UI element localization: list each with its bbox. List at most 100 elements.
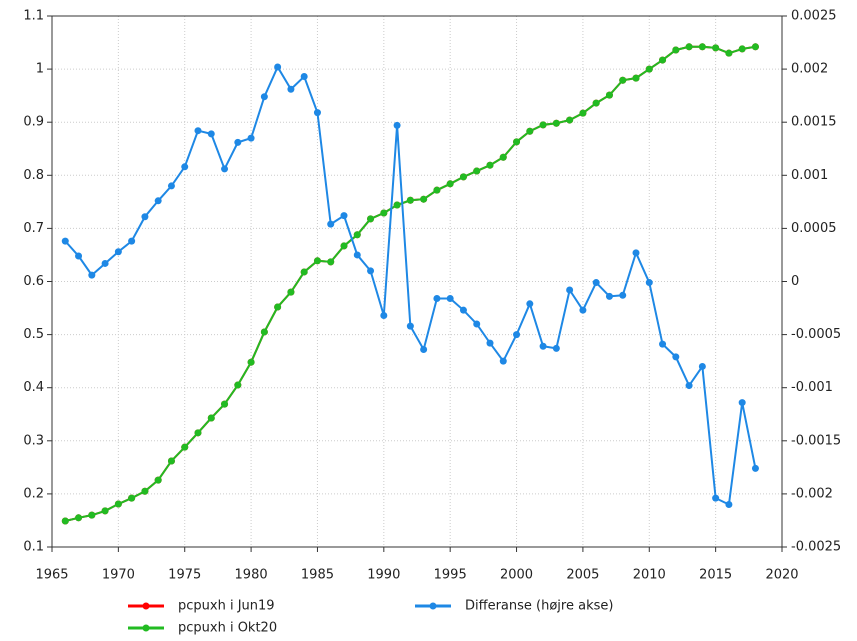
point	[632, 74, 640, 82]
point	[61, 237, 69, 245]
point	[605, 91, 613, 99]
point	[181, 163, 189, 171]
point	[367, 267, 375, 275]
point	[61, 517, 69, 525]
point	[221, 400, 229, 408]
point	[287, 85, 295, 93]
point	[327, 220, 335, 228]
plot-frame	[51, 15, 783, 548]
legend-swatch	[142, 602, 150, 610]
point	[659, 56, 667, 64]
point	[141, 487, 149, 495]
point	[459, 306, 467, 314]
point	[141, 213, 149, 221]
point	[75, 252, 83, 260]
y2-tick-label: 0.002	[791, 62, 828, 77]
point	[221, 165, 229, 173]
point	[579, 306, 587, 314]
point	[738, 45, 746, 53]
point	[552, 119, 560, 127]
x-tick-label: 2015	[699, 568, 732, 583]
point	[313, 257, 321, 265]
point	[473, 167, 481, 175]
point	[619, 291, 627, 299]
point	[513, 331, 521, 339]
point	[300, 268, 308, 276]
y2-tick-label: 0	[791, 274, 799, 289]
point	[433, 294, 441, 302]
point	[645, 65, 653, 73]
point	[393, 201, 401, 209]
point	[712, 44, 720, 52]
y-tick-label: 0.4	[23, 380, 44, 395]
point	[327, 258, 335, 266]
legend-label: pcpuxh i Jun19	[178, 599, 275, 614]
x-tick-label: 2005	[566, 568, 599, 583]
point	[672, 46, 680, 54]
legend-swatch	[429, 602, 437, 610]
point	[446, 294, 454, 302]
point	[751, 43, 759, 51]
point	[128, 494, 136, 502]
point	[659, 340, 667, 348]
point	[194, 429, 202, 437]
y2-tick-label: 0.001	[791, 168, 828, 183]
legend-label: Differanse (højre akse)	[465, 599, 613, 614]
point	[313, 109, 321, 117]
point	[167, 457, 175, 465]
y-tick-label: 1.1	[23, 9, 44, 24]
point	[353, 231, 361, 239]
y-tick-label: 0.5	[23, 327, 44, 342]
x-tick-label: 1985	[301, 568, 334, 583]
point	[526, 300, 534, 308]
point	[672, 353, 680, 361]
point	[499, 153, 507, 161]
point	[685, 382, 693, 390]
point	[406, 322, 414, 330]
point	[420, 345, 428, 353]
point	[194, 127, 202, 135]
y-tick-label: 0.2	[23, 486, 44, 501]
point	[88, 271, 96, 279]
point	[380, 311, 388, 319]
point	[167, 182, 175, 190]
point	[712, 494, 720, 502]
point	[446, 180, 454, 188]
x-tick-label: 1980	[235, 568, 268, 583]
point	[300, 73, 308, 81]
point	[154, 476, 162, 484]
y-tick-label: 0.9	[23, 115, 44, 130]
point	[340, 212, 348, 220]
point	[101, 507, 109, 515]
point	[234, 381, 242, 389]
point	[128, 237, 136, 245]
point	[685, 43, 693, 51]
point	[592, 279, 600, 287]
point	[486, 339, 494, 347]
y-tick-label: 0.8	[23, 168, 44, 183]
x-tick-label: 2000	[500, 568, 533, 583]
point	[234, 138, 242, 146]
y-tick-label: 0.3	[23, 433, 44, 448]
point	[619, 76, 627, 84]
point	[260, 328, 268, 336]
point	[340, 242, 348, 250]
point	[114, 248, 122, 256]
point	[566, 286, 574, 294]
series-line	[64, 64, 757, 507]
y2-tick-label: -0.0015	[791, 433, 841, 448]
x-tick-label: 2020	[765, 568, 798, 583]
x-tick-label: 1975	[168, 568, 201, 583]
point	[353, 251, 361, 259]
point	[274, 63, 282, 71]
point	[114, 500, 122, 508]
point	[526, 127, 534, 135]
x-tick-label: 1995	[434, 568, 467, 583]
point	[380, 209, 388, 217]
point	[181, 443, 189, 451]
point	[513, 138, 521, 146]
point	[539, 342, 547, 350]
y-tick-label: 0.6	[23, 274, 44, 289]
point	[406, 196, 414, 204]
point	[698, 43, 706, 51]
